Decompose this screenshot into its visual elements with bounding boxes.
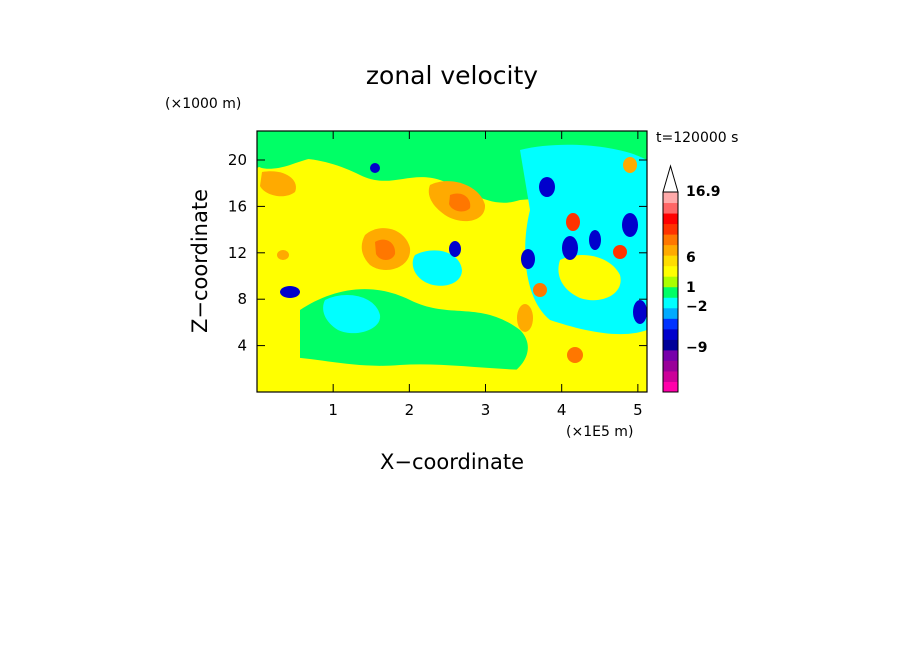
contour-field: [257, 131, 647, 392]
blue-eddy-7: [633, 300, 647, 324]
colorbar: 16.9 6 1 −2 −9: [662, 164, 721, 393]
colorbar-swatch: [663, 381, 678, 393]
x-tick-label: 3: [481, 401, 491, 419]
colorbar-level-label: 6: [686, 250, 696, 266]
x-tick-label: 5: [633, 401, 643, 419]
colorbar-swatch: [663, 223, 678, 235]
colorbar-swatch: [663, 244, 678, 256]
blue-eddy-6: [589, 230, 601, 250]
colorbar-swatch: [663, 202, 678, 214]
colorbar-level-label: 16.9: [686, 184, 721, 200]
cyan-region-middle: [412, 250, 462, 286]
blue-eddy-2: [449, 241, 461, 257]
red-eddy-4: [533, 283, 547, 297]
blue-eddy-4: [539, 177, 555, 197]
colorbar-level-label: 1: [686, 280, 696, 296]
colorbar-swatch: [663, 265, 678, 277]
colorbar-swatch: [663, 213, 678, 225]
blue-eddy-5: [562, 236, 578, 260]
colorbar-swatch: [663, 339, 678, 351]
colorbar-level-label: −2: [686, 299, 707, 315]
y-tick-label: 12: [228, 244, 247, 262]
blue-eddy-3: [521, 249, 535, 269]
colorbar-swatch: [663, 349, 678, 361]
cyan-region-west: [323, 295, 381, 334]
turbulent-zone-east: [520, 144, 647, 335]
orange-eddy-7: [623, 157, 637, 173]
colorbar-swatch: [663, 286, 678, 298]
orange-eddy-6: [517, 304, 533, 332]
time-label: t=120000 s: [656, 130, 738, 146]
plot-frame: [256, 130, 648, 393]
blue-eddy-1: [280, 286, 300, 298]
red-eddy-1: [566, 213, 580, 231]
red-blob-center: [375, 239, 396, 260]
blue-eddy-9: [370, 163, 380, 173]
colorbar-swatch: [663, 307, 678, 319]
y-unit-label: (×1000 m): [165, 96, 241, 112]
colorbar-swatch: [663, 234, 678, 246]
colorbar-swatch: [663, 297, 678, 309]
red-blob-north: [449, 193, 471, 212]
colorbar-swatch: [663, 318, 678, 330]
y-tick-label: 20: [228, 151, 247, 169]
yellow-band-south: [257, 357, 647, 392]
y-axis-title: Z−coordinate: [188, 189, 212, 333]
y-tick-label: 8: [237, 290, 247, 308]
x-unit-label: (×1E5 m): [566, 424, 633, 440]
colorbar-swatch: [663, 370, 678, 382]
colorbar-extend-arrow: [662, 164, 679, 193]
orange-eddy-5: [277, 250, 289, 260]
x-tick-label: 2: [405, 401, 415, 419]
colorbar-swatch: [663, 192, 678, 204]
red-eddy-3: [567, 347, 583, 363]
yellow-patch-east: [558, 255, 621, 301]
orange-blob-west: [260, 171, 296, 197]
colorbar-level-label: −9: [686, 340, 707, 356]
y-tick-label: 4: [237, 337, 247, 355]
colorbar-swatch: [663, 360, 678, 372]
blue-eddy-8: [622, 213, 638, 237]
x-axis-title: X−coordinate: [380, 450, 524, 474]
chart-title: zonal velocity: [366, 61, 538, 90]
green-region-north: [257, 131, 520, 169]
x-tick-label: 4: [557, 401, 567, 419]
y-tick-label: 16: [228, 197, 247, 215]
colorbar-swatch: [663, 276, 678, 288]
colorbar-swatch: [663, 255, 678, 267]
x-tick-label: 1: [328, 401, 338, 419]
colorbar-swatch: [663, 328, 678, 340]
red-eddy-2: [613, 245, 627, 259]
